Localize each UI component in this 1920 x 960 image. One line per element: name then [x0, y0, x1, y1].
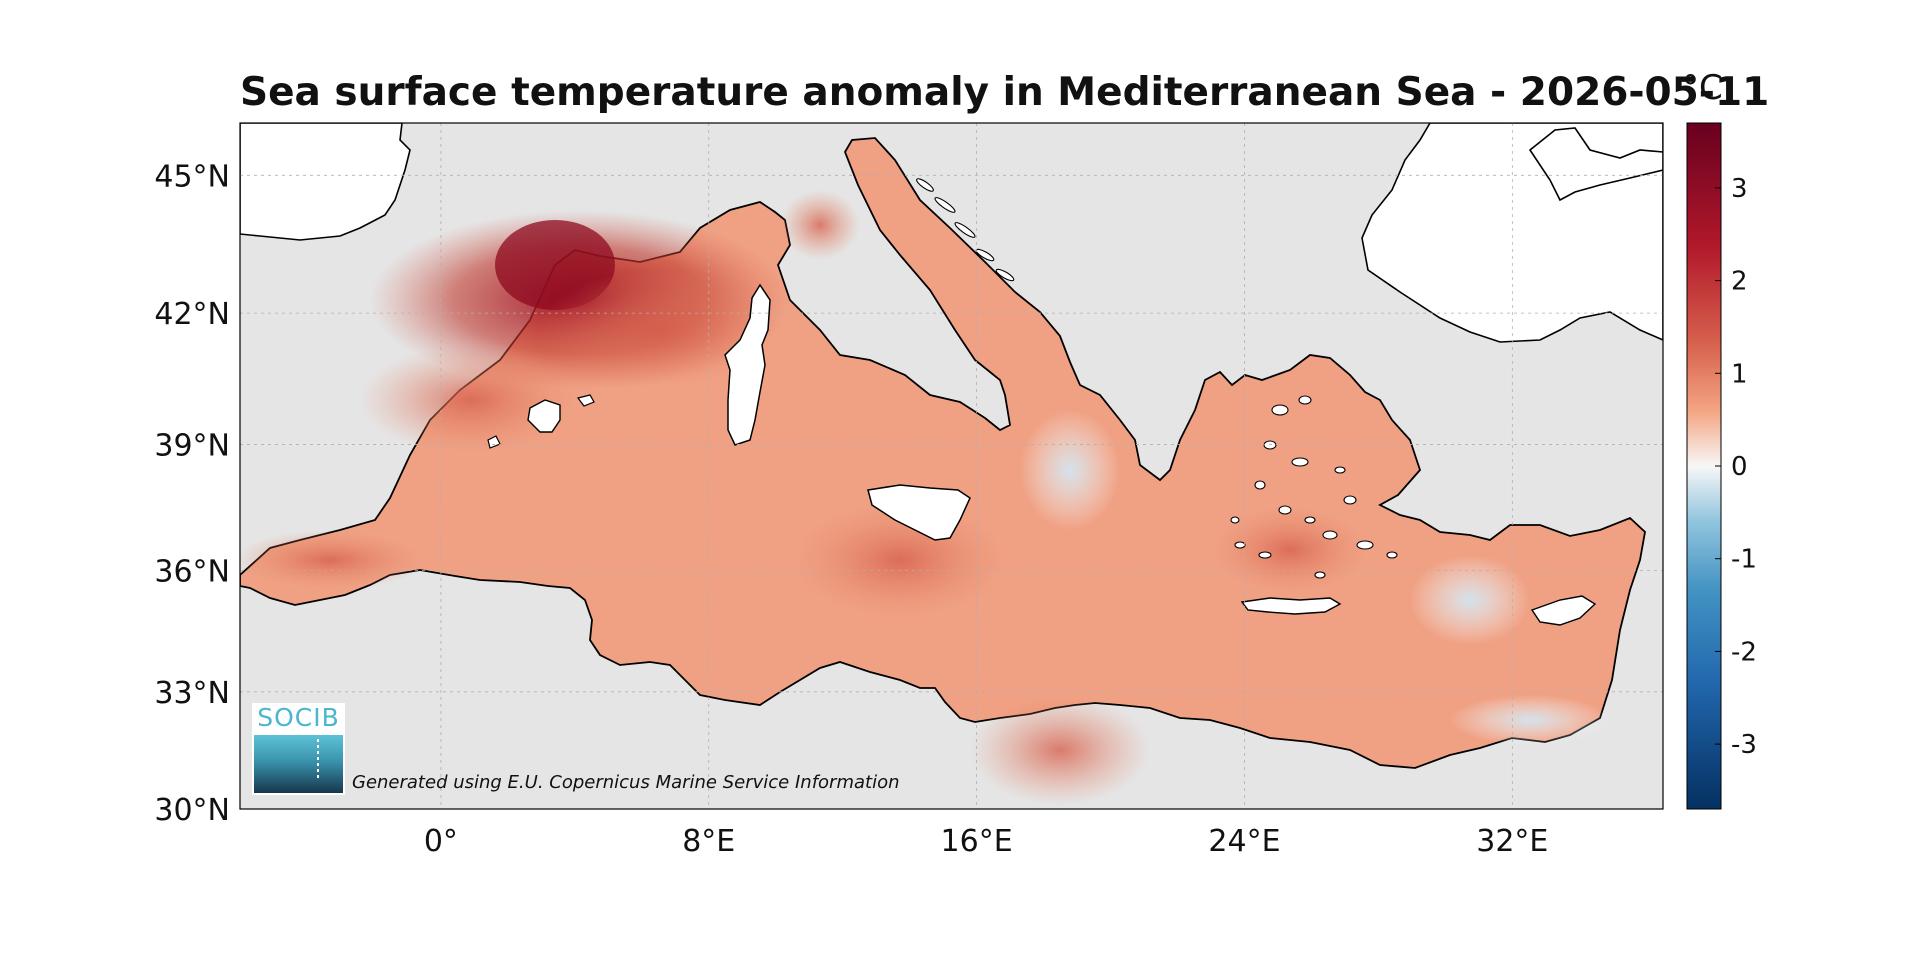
map-title: Sea surface temperature anomaly in Medit…: [240, 70, 1770, 115]
lat-tick-label: 39°N: [154, 429, 230, 464]
anomaly-shading: [240, 190, 1610, 805]
adriatic-islands: [916, 178, 1015, 282]
island-sicily: [867, 484, 971, 541]
lat-tick-label: 30°N: [154, 793, 230, 828]
colorbar-tick-label: 0: [1731, 452, 1748, 482]
socib-logo-text: SOCIB: [257, 703, 340, 732]
island-corsica-sardinia: [724, 283, 771, 446]
lon-tick-label: 16°E: [941, 824, 1013, 859]
island-balearic-menorca: [576, 394, 595, 407]
colorbar-tick-label: -2: [1731, 637, 1757, 667]
colorbar-tick-label: -1: [1731, 545, 1757, 575]
latitude-labels: 45°N 42°N 39°N 36°N 33°N 30°N: [154, 159, 230, 828]
island-cyprus: [1530, 595, 1597, 626]
island-crete: [1240, 597, 1342, 615]
lon-tick-label: 0°: [424, 824, 458, 859]
colorbar-tick-label: 2: [1731, 267, 1748, 297]
credit-text: Generated using E.U. Copernicus Marine S…: [352, 772, 900, 793]
lat-tick-label: 33°N: [154, 676, 230, 711]
colorbar-tick-label: 3: [1731, 174, 1748, 204]
socib-logo: SOCIB: [252, 703, 345, 795]
land-europe-west: [240, 123, 411, 241]
lon-tick-label: 8°E: [682, 824, 735, 859]
aegean-islands: [1230, 395, 1398, 579]
colorbar-tick-label: 1: [1731, 359, 1748, 389]
grid-lines: [240, 123, 1663, 809]
colorbar-ticks: 3 2 1 0 -1 -2 -3: [1715, 174, 1757, 760]
island-balearic-ibiza: [487, 435, 501, 449]
lat-tick-label: 45°N: [154, 159, 230, 194]
island-balearic-mallorca: [527, 399, 561, 433]
plot-frame: [239, 122, 1664, 810]
land-crimea: [1528, 127, 1663, 202]
colorbar-tick-label: -3: [1731, 730, 1757, 760]
longitude-labels: 0° 8°E 16°E 24°E 32°E: [424, 824, 1549, 859]
lat-tick-label: 36°N: [154, 555, 230, 590]
lon-tick-label: 32°E: [1476, 824, 1548, 859]
lon-tick-label: 24°E: [1208, 824, 1280, 859]
lat-tick-label: 42°N: [154, 297, 230, 332]
socib-logo-graphic: [252, 703, 345, 795]
colorbar-unit: °C: [1682, 68, 1723, 108]
